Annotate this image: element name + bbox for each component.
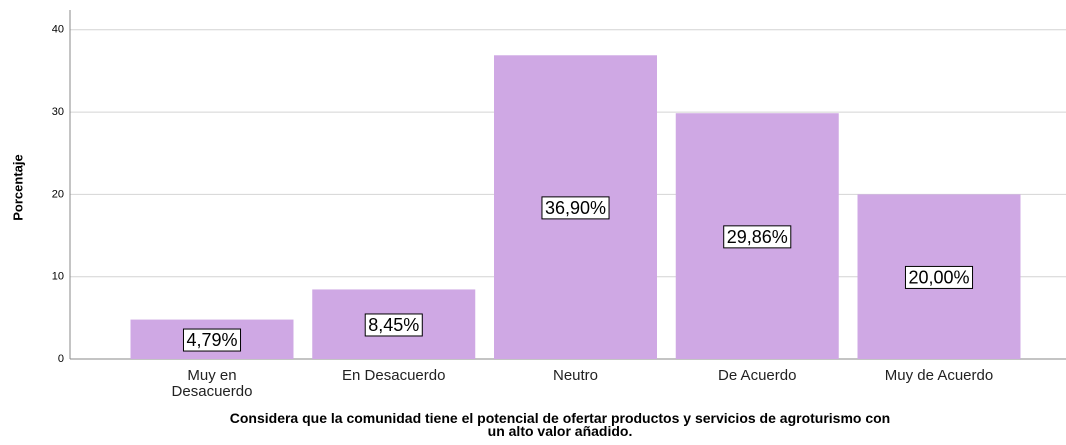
value-label-group: 36,90% (541, 196, 610, 220)
x-tick-label: Neutro (552, 367, 599, 384)
value-label-group: 29,86% (723, 225, 792, 249)
chart-title: Considera que la comunidad tiene el pote… (229, 410, 891, 439)
value-label-box (541, 196, 610, 220)
y-tick-label: 0 (58, 353, 64, 365)
x-tick-label: De Acuerdo (718, 367, 797, 384)
y-tick-label: 10 (52, 271, 64, 283)
value-label-group: 4,79% (182, 328, 242, 352)
value-label-group: 20,00% (904, 265, 974, 289)
value-label: 8,45% (368, 315, 419, 335)
value-label-box (904, 265, 974, 289)
value-label: 36,90% (545, 198, 606, 218)
value-label-box (723, 225, 792, 249)
plot: 0 10 20 30 40 4,79% 8,45% 36,90% 29,86% 20,00% (52, 10, 1066, 365)
x-tick-label: En Desacuerdo (342, 367, 446, 384)
x-tick-label: Muy en Desacuerdo (171, 367, 253, 400)
value-label: 20,00% (908, 267, 969, 287)
y-tick-label: 20 (52, 188, 64, 200)
value-label-box (182, 328, 242, 352)
value-label: 4,79% (186, 330, 237, 350)
y-tick-label: 40 (52, 24, 64, 36)
value-label-group: 8,45% (364, 313, 423, 337)
value-label-box (364, 313, 423, 337)
value-label: 29,86% (727, 227, 788, 247)
y-tick-label: 30 (52, 106, 64, 118)
y-axis-label: Porcentaje (10, 154, 26, 221)
x-tick-label: Muy de Acuerdo (884, 367, 994, 384)
